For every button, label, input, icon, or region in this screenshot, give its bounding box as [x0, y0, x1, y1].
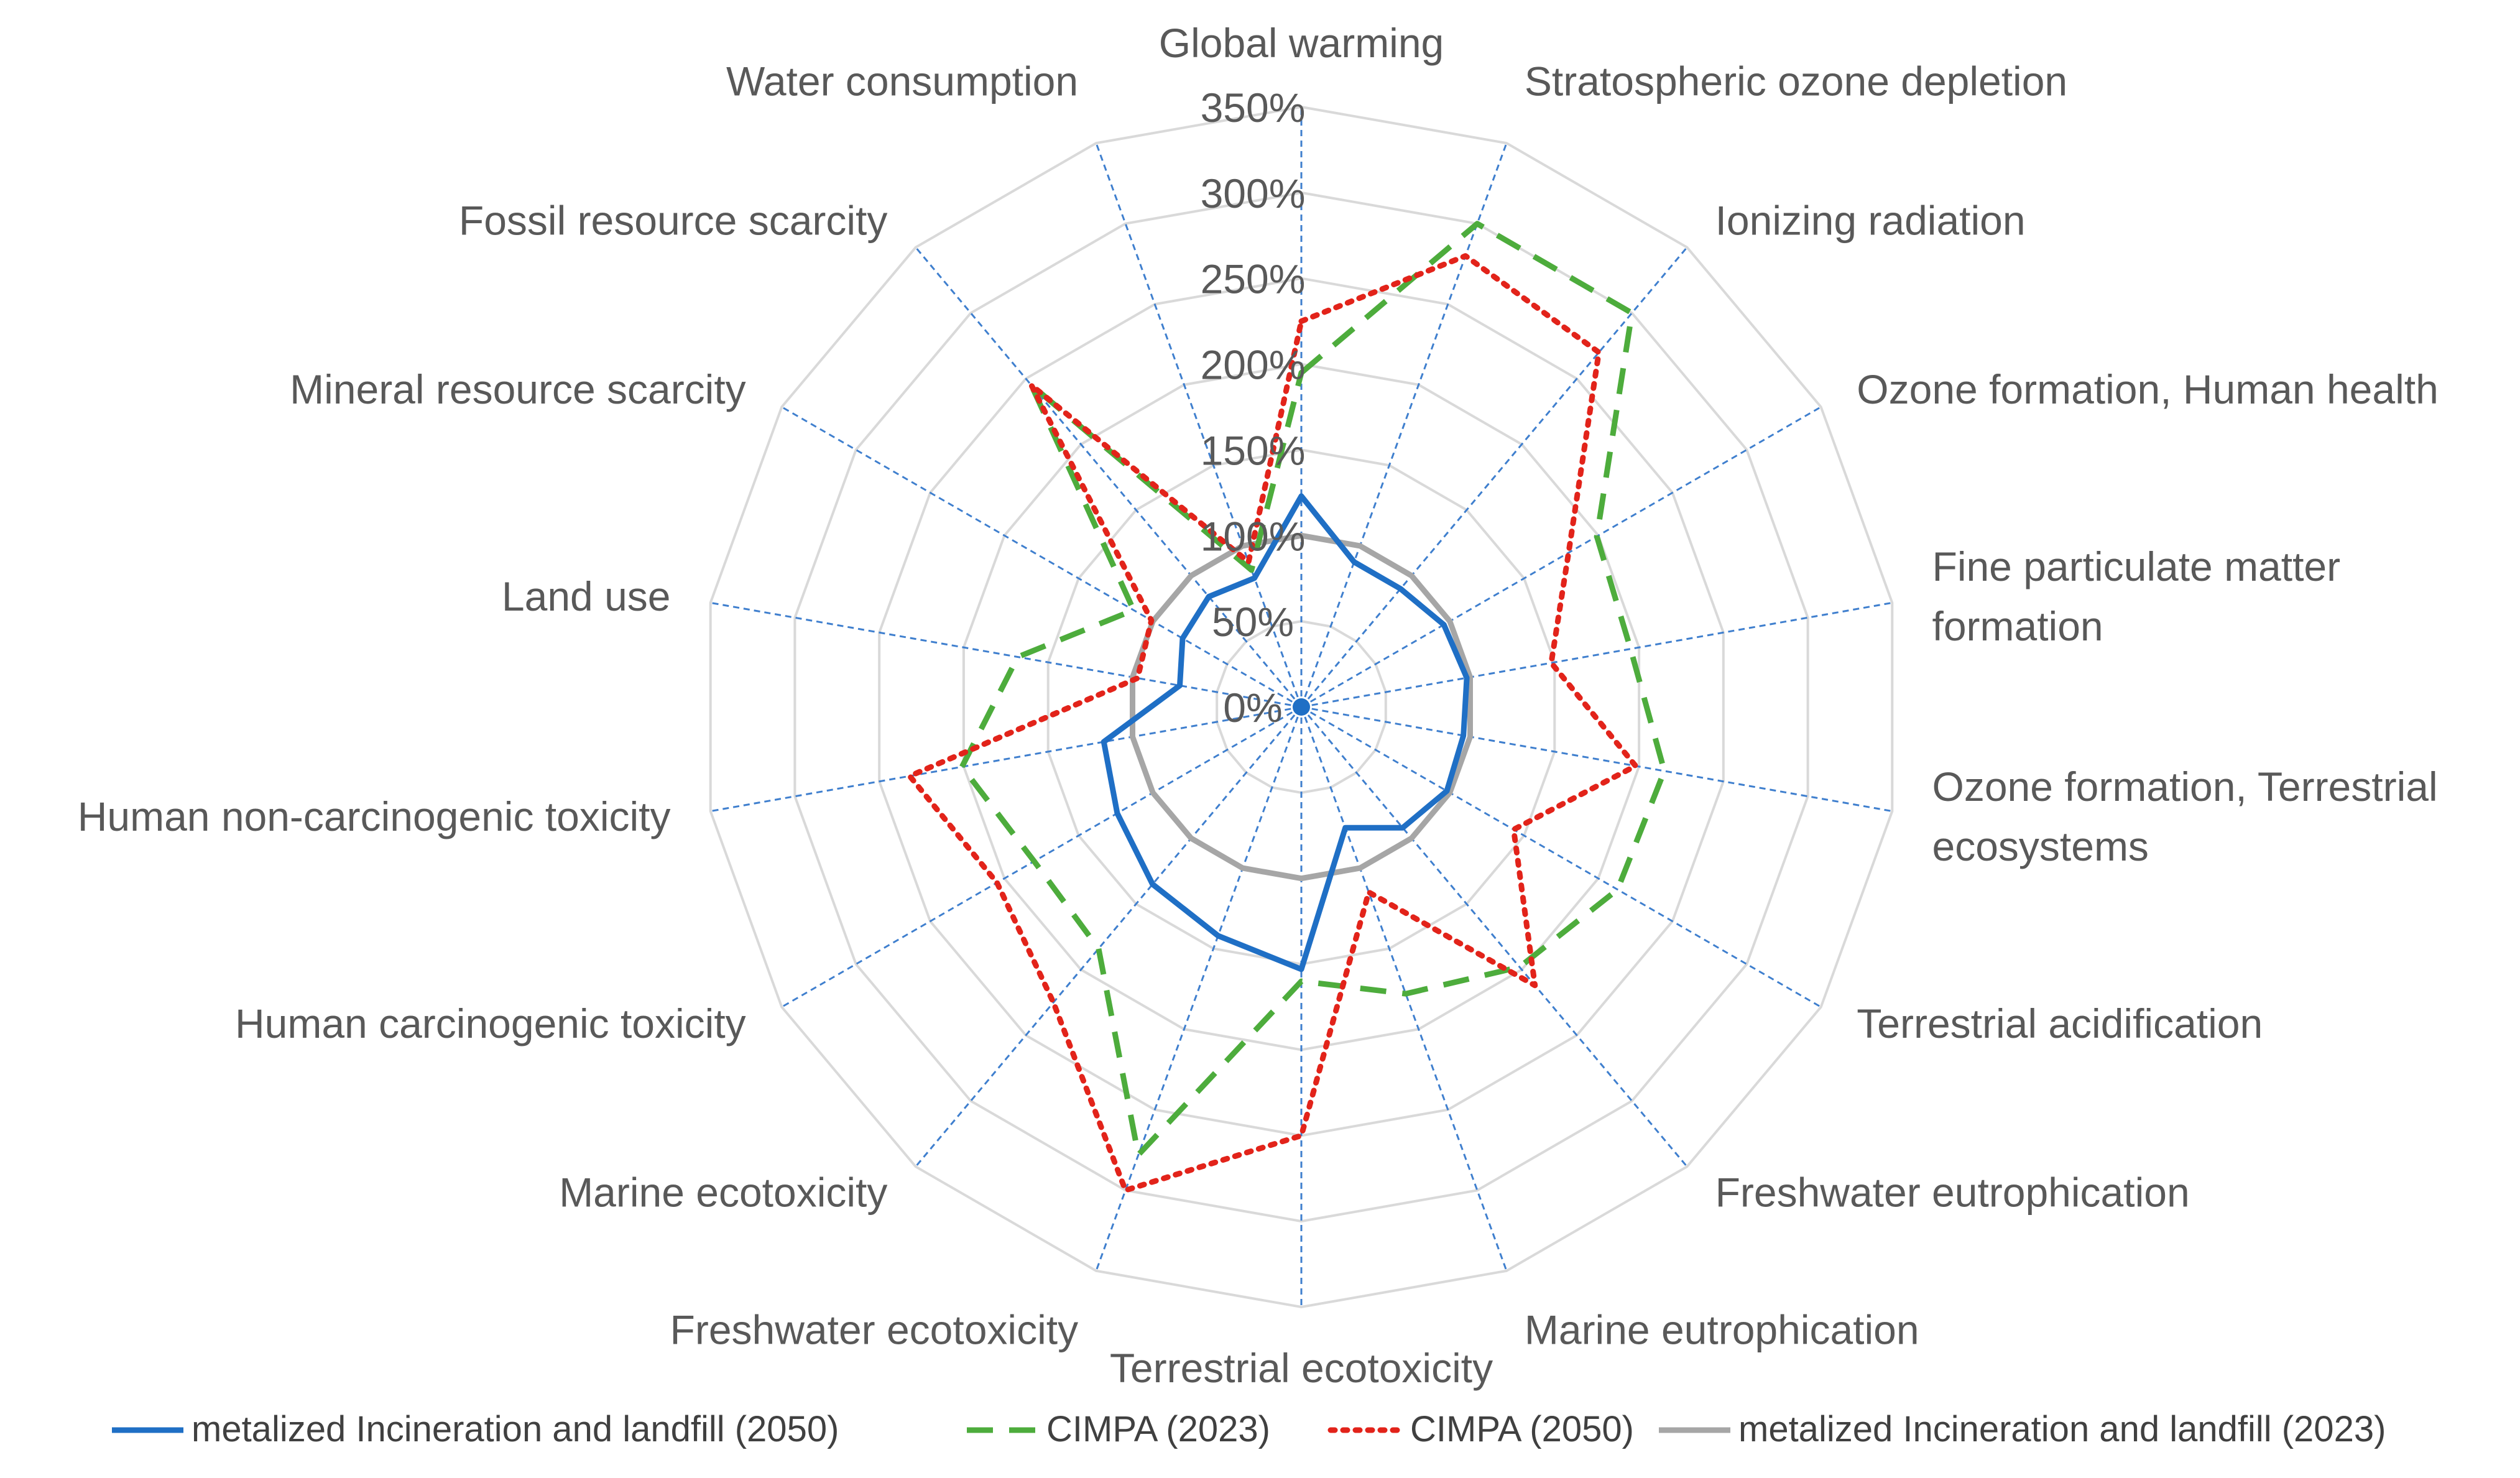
- category-label-16: Mineral resource scarcity: [290, 366, 746, 412]
- category-label-line: Freshwater ecotoxicity: [670, 1307, 1079, 1353]
- radar-spokes: [710, 107, 1893, 1307]
- category-label-line: Human non-carcinogenic toxicity: [78, 793, 671, 839]
- spoke-7: [1301, 706, 1822, 1008]
- center-point: [1293, 698, 1310, 716]
- category-label-line: Human carcinogenic toxicity: [235, 1000, 746, 1046]
- spoke-8: [1300, 706, 1688, 1168]
- tick-label-350: 350%: [1201, 85, 1306, 131]
- category-label-17: Fossil resource scarcity: [459, 198, 888, 244]
- category-label-line: Ionizing radiation: [1715, 198, 2026, 244]
- series-lines: [907, 221, 1668, 1193]
- category-label-4: Ozone formation, Human health: [1857, 366, 2439, 412]
- category-label-line: Mineral resource scarcity: [290, 366, 746, 412]
- tick-label-150: 150%: [1201, 427, 1306, 473]
- category-label-line: Stratospheric ozone depletion: [1525, 58, 2067, 104]
- category-label-8: Freshwater eutrophication: [1715, 1169, 2190, 1215]
- legend: metalized Incineration and landfill (205…: [112, 1409, 2386, 1449]
- category-label-line: Ozone formation, Human health: [1857, 366, 2439, 412]
- category-label-line: Marine ecotoxicity: [559, 1169, 887, 1215]
- category-label-line: Water consumption: [726, 58, 1078, 104]
- tick-label-100: 100%: [1201, 513, 1306, 559]
- category-label-7: Terrestrial acidification: [1857, 1000, 2263, 1046]
- category-label-line: Fossil resource scarcity: [459, 198, 888, 244]
- category-label-11: Freshwater ecotoxicity: [670, 1307, 1079, 1353]
- category-label-18: Water consumption: [726, 58, 1078, 104]
- spoke-13: [781, 706, 1302, 1008]
- spoke-17: [915, 246, 1303, 708]
- tick-label-200: 200%: [1201, 342, 1306, 388]
- series-line-2: [959, 221, 1668, 1158]
- category-label-line: Global warming: [1159, 20, 1444, 66]
- category-labels: Global warming Stratospheric ozone deplet…: [78, 20, 2439, 1391]
- grid-ring-300: [793, 191, 1809, 1223]
- category-label-10: Terrestrial ecotoxicity: [1110, 1345, 1493, 1391]
- series-line-3: [907, 253, 1639, 1193]
- category-label-1: Global warming: [1159, 20, 1444, 66]
- tick-label-50: 50%: [1212, 599, 1294, 645]
- legend-label-4: metalized Incineration and landfill (202…: [1738, 1409, 2386, 1449]
- category-label-line: Terrestrial ecotoxicity: [1110, 1345, 1493, 1391]
- spoke-5: [1301, 601, 1893, 708]
- category-label-line: Fine particulate matter: [1932, 543, 2341, 589]
- category-label-14: Human non-carcinogenic toxicity: [78, 793, 671, 839]
- category-label-2: Stratospheric ozone depletion: [1525, 58, 2067, 104]
- legend-label-3: CIMPA (2050): [1410, 1409, 1634, 1449]
- category-label-line: Land use: [502, 573, 671, 619]
- spoke-14: [710, 706, 1302, 813]
- spoke-9: [1300, 706, 1508, 1272]
- legend-label-1: metalized Incineration and landfill (205…: [192, 1409, 839, 1449]
- tick-label-0: 0%: [1223, 685, 1282, 731]
- series-line-1: [1101, 493, 1470, 972]
- legend-label-2: CIMPA (2023): [1046, 1409, 1270, 1449]
- spoke-11: [1095, 706, 1303, 1272]
- spoke-16: [781, 406, 1302, 708]
- category-label-line: Terrestrial acidification: [1857, 1000, 2263, 1046]
- category-label-13: Human carcinogenic toxicity: [235, 1000, 746, 1046]
- category-label-12: Marine ecotoxicity: [559, 1169, 887, 1215]
- category-label-3: Ionizing radiation: [1715, 198, 2026, 244]
- radial-tick-labels: 0% 50% 100% 150% 200% 250% 300% 350%: [1201, 85, 1306, 731]
- spoke-2: [1300, 142, 1508, 708]
- grid-ring-350: [709, 105, 1894, 1309]
- category-label-line: Ozone formation, Terrestrial: [1932, 764, 2438, 810]
- category-label-line: formation: [1932, 603, 2103, 649]
- spoke-18: [1095, 142, 1303, 708]
- spoke-12: [915, 706, 1303, 1168]
- category-label-6: Ozone formation, Terrestrial ecosystems: [1932, 764, 2438, 869]
- spoke-15: [710, 601, 1302, 708]
- spoke-3: [1300, 246, 1688, 708]
- category-label-line: Marine eutrophication: [1525, 1307, 1919, 1353]
- category-label-5: Fine particulate matter formation: [1932, 543, 2341, 649]
- category-label-line: ecosystems: [1932, 823, 2149, 869]
- category-label-15: Land use: [502, 573, 671, 619]
- tick-label-250: 250%: [1201, 256, 1306, 302]
- tick-label-300: 300%: [1201, 170, 1306, 216]
- category-label-line: Freshwater eutrophication: [1715, 1169, 2190, 1215]
- spoke-4: [1301, 406, 1822, 708]
- spoke-6: [1301, 706, 1893, 813]
- category-label-9: Marine eutrophication: [1525, 1307, 1919, 1353]
